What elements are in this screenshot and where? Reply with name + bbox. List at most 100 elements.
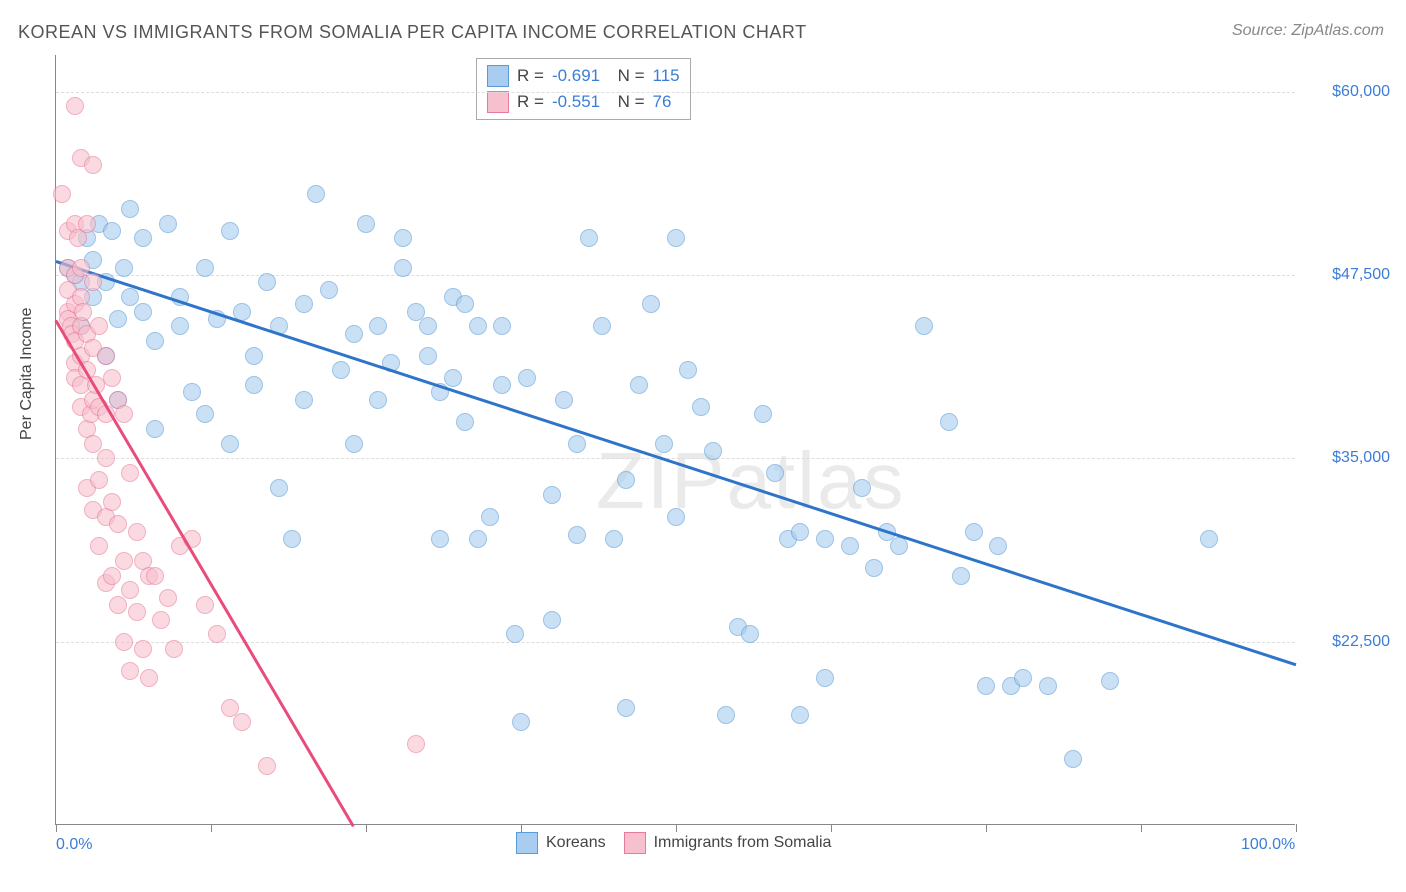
scatter-point bbox=[295, 295, 313, 313]
scatter-point bbox=[233, 713, 251, 731]
scatter-point bbox=[345, 435, 363, 453]
scatter-point bbox=[989, 537, 1007, 555]
scatter-point bbox=[258, 757, 276, 775]
scatter-point bbox=[617, 699, 635, 717]
scatter-point bbox=[493, 317, 511, 335]
scatter-point bbox=[121, 581, 139, 599]
scatter-point bbox=[704, 442, 722, 460]
scatter-point bbox=[431, 530, 449, 548]
scatter-point bbox=[419, 317, 437, 335]
scatter-point bbox=[568, 526, 586, 544]
stat-n-label: N = bbox=[608, 66, 644, 86]
gridline bbox=[56, 275, 1295, 276]
legend-label-koreans: Koreans bbox=[546, 834, 606, 852]
scatter-point bbox=[853, 479, 871, 497]
scatter-point bbox=[369, 317, 387, 335]
scatter-point bbox=[865, 559, 883, 577]
scatter-point bbox=[165, 640, 183, 658]
scatter-point bbox=[134, 640, 152, 658]
y-tick-label: $35,000 bbox=[1332, 449, 1390, 467]
plot-area: ZIPatlas R = -0.691 N = 115 R = -0.551 N… bbox=[55, 55, 1295, 825]
scatter-point bbox=[890, 537, 908, 555]
scatter-point bbox=[952, 567, 970, 585]
y-axis-title: Per Capita Income bbox=[18, 307, 36, 440]
scatter-point bbox=[965, 523, 983, 541]
stat-r-value-koreans: -0.691 bbox=[552, 66, 600, 86]
scatter-point bbox=[53, 185, 71, 203]
scatter-point bbox=[84, 273, 102, 291]
scatter-point bbox=[109, 596, 127, 614]
scatter-point bbox=[1039, 677, 1057, 695]
x-tick bbox=[56, 824, 57, 832]
scatter-point bbox=[196, 405, 214, 423]
scatter-point bbox=[766, 464, 784, 482]
scatter-point bbox=[642, 295, 660, 313]
scatter-point bbox=[816, 530, 834, 548]
scatter-point bbox=[196, 596, 214, 614]
scatter-point bbox=[568, 435, 586, 453]
legend-item-koreans: Koreans bbox=[516, 832, 606, 854]
scatter-point bbox=[841, 537, 859, 555]
legend-swatch-koreans bbox=[516, 832, 538, 854]
y-tick-label: $47,500 bbox=[1332, 266, 1390, 284]
scatter-point bbox=[791, 523, 809, 541]
scatter-point bbox=[816, 669, 834, 687]
gridline bbox=[56, 642, 1295, 643]
x-tick bbox=[831, 824, 832, 832]
x-tick-label: 0.0% bbox=[56, 836, 92, 854]
scatter-point bbox=[78, 215, 96, 233]
x-tick bbox=[521, 824, 522, 832]
scatter-point bbox=[115, 405, 133, 423]
scatter-point bbox=[655, 435, 673, 453]
scatter-point bbox=[419, 347, 437, 365]
scatter-point bbox=[221, 222, 239, 240]
scatter-point bbox=[115, 259, 133, 277]
scatter-point bbox=[103, 369, 121, 387]
scatter-point bbox=[66, 97, 84, 115]
scatter-point bbox=[109, 515, 127, 533]
scatter-point bbox=[1014, 669, 1032, 687]
x-tick bbox=[366, 824, 367, 832]
scatter-point bbox=[159, 215, 177, 233]
scatter-point bbox=[754, 405, 772, 423]
scatter-point bbox=[90, 537, 108, 555]
regression-line bbox=[56, 260, 1297, 666]
scatter-point bbox=[196, 259, 214, 277]
stat-n-value-koreans: 115 bbox=[653, 66, 680, 86]
scatter-point bbox=[717, 706, 735, 724]
x-tick-label: 100.0% bbox=[1241, 836, 1295, 854]
scatter-point bbox=[469, 317, 487, 335]
source-attribution: Source: ZipAtlas.com bbox=[1232, 22, 1384, 40]
scatter-point bbox=[115, 552, 133, 570]
stat-r-value-somalia: -0.551 bbox=[552, 92, 600, 112]
scatter-point bbox=[357, 215, 375, 233]
scatter-point bbox=[977, 677, 995, 695]
bottom-legend: Koreans Immigrants from Somalia bbox=[516, 832, 831, 854]
scatter-point bbox=[555, 391, 573, 409]
scatter-point bbox=[121, 200, 139, 218]
scatter-point bbox=[493, 376, 511, 394]
scatter-point bbox=[1101, 672, 1119, 690]
scatter-point bbox=[456, 295, 474, 313]
scatter-point bbox=[667, 229, 685, 247]
scatter-point bbox=[146, 420, 164, 438]
scatter-point bbox=[593, 317, 611, 335]
scatter-point bbox=[345, 325, 363, 343]
scatter-point bbox=[97, 449, 115, 467]
stat-n-label: N = bbox=[608, 92, 644, 112]
scatter-point bbox=[791, 706, 809, 724]
scatter-point bbox=[481, 508, 499, 526]
scatter-point bbox=[258, 273, 276, 291]
scatter-point bbox=[1064, 750, 1082, 768]
scatter-point bbox=[512, 713, 530, 731]
scatter-point bbox=[692, 398, 710, 416]
scatter-point bbox=[171, 317, 189, 335]
scatter-point bbox=[74, 303, 92, 321]
scatter-point bbox=[469, 530, 487, 548]
scatter-point bbox=[121, 662, 139, 680]
scatter-point bbox=[320, 281, 338, 299]
x-tick bbox=[1296, 824, 1297, 832]
x-tick bbox=[986, 824, 987, 832]
scatter-point bbox=[146, 567, 164, 585]
scatter-point bbox=[221, 435, 239, 453]
